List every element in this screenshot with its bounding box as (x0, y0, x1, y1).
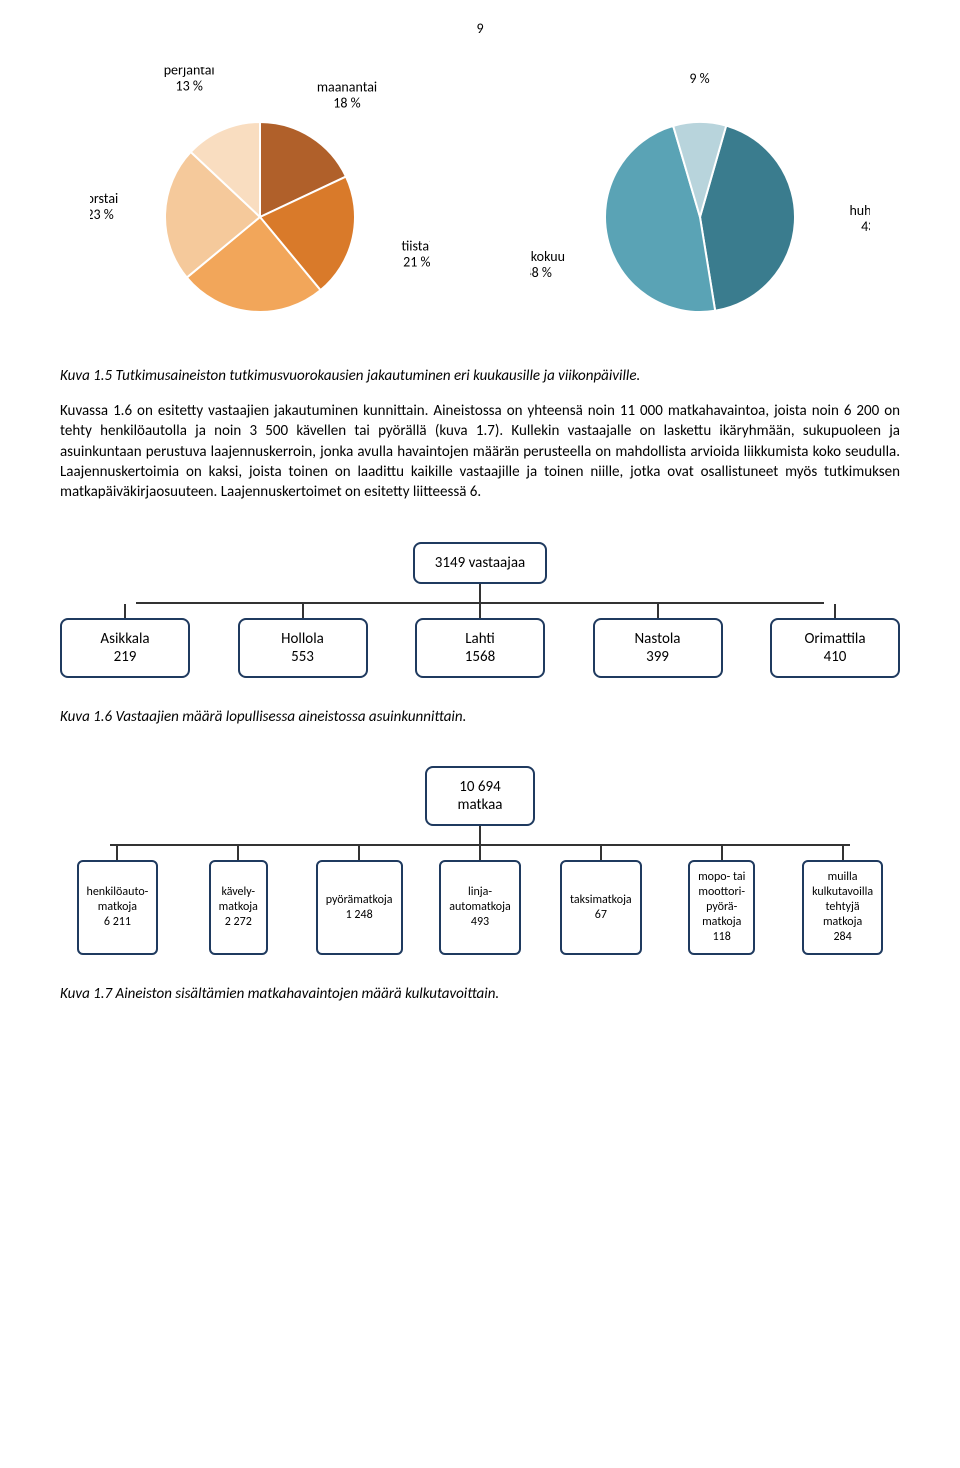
connector (842, 846, 844, 860)
org-child-box: Orimattila410 (770, 618, 900, 678)
page-number: 9 (60, 20, 900, 37)
org-child: Asikkala219 (60, 604, 190, 678)
connector (358, 846, 360, 860)
connector (479, 846, 481, 860)
org-root-line2: matkaa (447, 796, 513, 814)
org-child-line: muilla (812, 870, 873, 885)
pie-slice-label: huhtikuu43 % (849, 202, 870, 235)
org-child: Orimattila410 (770, 604, 900, 678)
org-child-name: Hollola (260, 630, 346, 648)
org-child-line: 2 272 (219, 915, 258, 930)
org-child-line: mopo- tai (698, 870, 745, 885)
org-child-box: Hollola553 (238, 618, 368, 678)
org-child-name: Asikkala (82, 630, 168, 648)
org-child-value: 219 (82, 648, 168, 666)
org-child-line: 1 248 (326, 908, 393, 923)
org-child: Lahti1568 (415, 604, 545, 678)
pie-charts-row: maanantai18 %tiistai21 %keskiviikko25 %t… (60, 67, 900, 347)
connector (479, 826, 481, 844)
org-child: linja-automatkoja493 (423, 846, 538, 955)
org-child-box: Asikkala219 (60, 618, 190, 678)
org-child-value: 553 (260, 648, 346, 666)
org-child-value: 399 (615, 648, 701, 666)
org-child: taksimatkoja67 (543, 846, 658, 955)
org-child-line: kävely- (219, 885, 258, 900)
org-child-line: henkilöauto- (87, 885, 149, 900)
figure-caption-1-6: Kuva 1.6 Vastaajien määrä lopullisessa a… (60, 708, 900, 726)
pie-slice-label: toukokuu48 % (530, 248, 565, 281)
org-child-value: 1568 (437, 648, 523, 666)
pie-slice-label: torstai23 % (90, 190, 118, 223)
org-child-box: muillakulkutavoillatehtyjämatkoja284 (802, 860, 883, 955)
connector (237, 846, 239, 860)
org-child-line: tehtyjä (812, 900, 873, 915)
org-child-box: Nastola399 (593, 618, 723, 678)
org-child-line: 493 (449, 915, 511, 930)
org-child: mopo- taimoottori-pyörä-matkoja118 (664, 846, 779, 955)
org-children-row: Asikkala219 Hollola553 Lahti1568 Nastola399… (60, 604, 900, 678)
org-child-line: pyörämatkoja (326, 893, 393, 908)
org-child-line: matkoja (812, 915, 873, 930)
org-child-name: Nastola (615, 630, 701, 648)
org-children-row: henkilöauto-matkoja6 211kävely-matkoja2 … (60, 846, 900, 955)
org-child-value: 410 (792, 648, 878, 666)
org-child-name: Orimattila (792, 630, 878, 648)
org-child: pyörämatkoja1 248 (302, 846, 417, 955)
org-child-line: matkoja (87, 900, 149, 915)
org-child-name: Lahti (437, 630, 523, 648)
pie-slice-label: kesäkuu9 % (677, 67, 723, 87)
org-child-line: automatkoja (449, 900, 511, 915)
connector (721, 846, 723, 860)
org-child-line: 118 (698, 930, 745, 945)
org-child-line: 67 (570, 908, 632, 923)
org-child: henkilöauto-matkoja6 211 (60, 846, 175, 955)
org-child-box: henkilöauto-matkoja6 211 (77, 860, 159, 955)
org-child-line: moottori- (698, 885, 745, 900)
org-child-line: linja- (449, 885, 511, 900)
org-child-line: 6 211 (87, 915, 149, 930)
pie-slice-label: tiistai21 % (401, 237, 430, 270)
connector (124, 604, 126, 618)
org-child-box: linja-automatkoja493 (439, 860, 521, 955)
pie-chart-weekdays: maanantai18 %tiistai21 %keskiviikko25 %t… (90, 67, 430, 347)
org-child: Nastola399 (593, 604, 723, 678)
figure-caption-1-7: Kuva 1.7 Aineiston sisältämien matkahava… (60, 985, 900, 1003)
org-child-line: matkoja (219, 900, 258, 915)
connector (657, 604, 659, 618)
org-child-line: kulkutavoilla (812, 885, 873, 900)
org-child-box: kävely-matkoja2 272 (209, 860, 268, 955)
org-root-line1: 10 694 (447, 778, 513, 796)
body-paragraph: Kuvassa 1.6 on esitetty vastaajien jakau… (60, 401, 900, 502)
org-chart-trips: 10 694 matkaa henkilöauto-matkoja6 211kä… (60, 766, 900, 955)
org-child-box: mopo- taimoottori-pyörä-matkoja118 (688, 860, 755, 955)
connector (834, 604, 836, 618)
org-child-line: matkoja (698, 915, 745, 930)
org-child-line: pyörä- (698, 900, 745, 915)
connector (479, 604, 481, 618)
connector (479, 584, 481, 602)
org-root-box: 3149 vastaajaa (413, 542, 547, 584)
org-child-box: pyörämatkoja1 248 (316, 860, 403, 955)
org-child: Hollola553 (238, 604, 368, 678)
org-child-box: Lahti1568 (415, 618, 545, 678)
pie-slice-label: maanantai18 % (317, 78, 377, 111)
org-chart-respondents: 3149 vastaajaa Asikkala219 Hollola553 Laht… (60, 542, 900, 678)
org-child: muillakulkutavoillatehtyjämatkoja284 (785, 846, 900, 955)
org-child-box: taksimatkoja67 (560, 860, 642, 955)
figure-caption-1-5: Kuva 1.5 Tutkimusaineiston tutkimusvuoro… (60, 367, 900, 385)
connector (600, 846, 602, 860)
pie-chart-months: huhtikuu43 % toukokuu48 % kesäkuu9 % (530, 67, 870, 347)
connector (302, 604, 304, 618)
org-child-line: 284 (812, 930, 873, 945)
org-root-box: 10 694 matkaa (425, 766, 535, 826)
org-child: kävely-matkoja2 272 (181, 846, 296, 955)
connector (116, 846, 118, 860)
pie-slice-label: perjantai13 % (164, 67, 215, 95)
org-child-line: taksimatkoja (570, 893, 632, 908)
